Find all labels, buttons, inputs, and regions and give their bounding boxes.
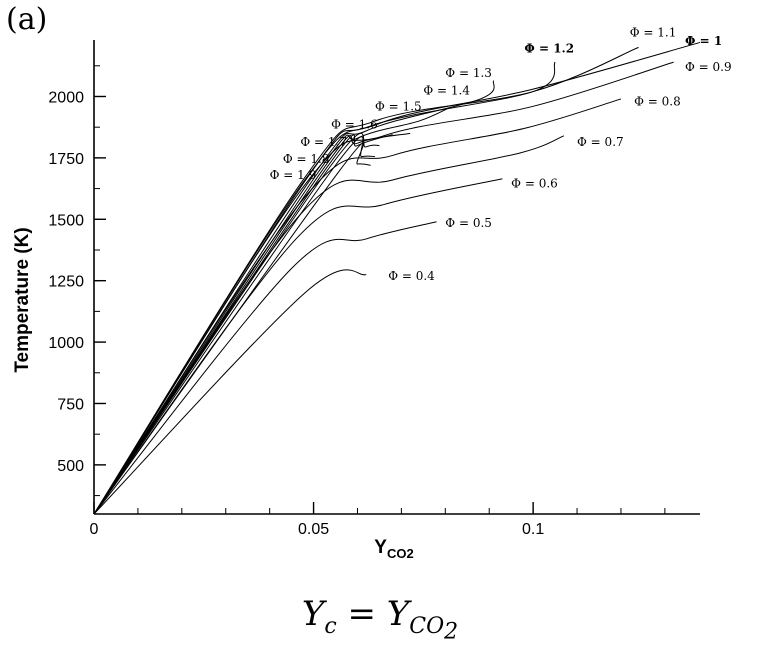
chart-series xyxy=(93,41,701,515)
series-label: Φ = 0.8 xyxy=(634,94,681,108)
caption-rhs-base: Y xyxy=(386,594,410,634)
x-tick-label: 0.05 xyxy=(298,521,329,538)
series-line xyxy=(93,142,371,515)
series-label: Φ = 1.9 xyxy=(270,168,317,182)
y-tick-label: 1000 xyxy=(48,335,84,352)
x-tick-label: 0.1 xyxy=(522,521,544,538)
series-label: Φ = 0.4 xyxy=(388,269,435,283)
caption-lhs-base: Y xyxy=(301,594,325,634)
series-label: Φ = 1.6 xyxy=(331,118,378,132)
x-axis-title: YCO2 xyxy=(374,537,413,561)
series-line xyxy=(93,135,565,515)
series-label: Φ = 1.5 xyxy=(375,99,422,113)
series-label: Φ = 1 xyxy=(685,34,722,48)
y-tick-label: 500 xyxy=(57,458,84,475)
series-label: Φ = 1.1 xyxy=(630,26,677,40)
y-axis-title: Temperature (K) xyxy=(12,227,33,372)
series-line xyxy=(93,136,376,515)
series-line xyxy=(93,269,367,515)
x-axis-title-sub: CO2 xyxy=(387,546,414,561)
series-line xyxy=(93,46,639,515)
series-line xyxy=(93,61,556,515)
chart-series-labels: Φ = 0.4 Φ = 0.5 Φ = 0.6 Φ = 0.7 Φ = 0.8 Φ = 0… xyxy=(270,26,732,283)
x-axis-title-base: Y xyxy=(374,537,387,558)
y-tick-label: 2000 xyxy=(48,89,84,106)
caption-rhs-subsub: 2 xyxy=(444,619,459,645)
series-line xyxy=(93,107,450,515)
series-line xyxy=(93,132,380,515)
series-label: Φ = 1.8 xyxy=(283,152,330,166)
series-line xyxy=(93,221,437,515)
series-line xyxy=(93,80,495,515)
series-label: Φ = 1.4 xyxy=(423,83,470,97)
series-label: Φ = 1.2 xyxy=(524,42,574,56)
caption-equals: = xyxy=(347,594,376,634)
caption-equation: Yc = YCO2 xyxy=(0,594,760,644)
line-chart: 0 0.05 0.1 500 750 1000 1250 1500 1750 2000 Φ = 0… xyxy=(12,26,732,561)
series-label: Φ = 0.9 xyxy=(685,60,732,74)
y-tick-label: 1500 xyxy=(48,212,84,229)
chart-axes: 0 0.05 0.1 500 750 1000 1250 1500 1750 2000 xyxy=(48,40,700,538)
y-tick-label: 1750 xyxy=(48,151,84,168)
series-label: Φ = 0.5 xyxy=(445,216,492,230)
series-label: Φ = 0.7 xyxy=(577,135,624,149)
caption-rhs-sub: CO xyxy=(409,613,445,639)
y-tick-label: 1250 xyxy=(48,274,84,291)
y-tick-label: 750 xyxy=(57,396,84,413)
series-line xyxy=(93,132,411,515)
series-label: Φ = 1.3 xyxy=(445,66,492,80)
series-label: Φ = 0.6 xyxy=(511,177,558,191)
caption-lhs-sub: c xyxy=(324,613,337,639)
panel-label: (a) xyxy=(6,2,48,37)
x-tick-label: 0 xyxy=(90,521,99,538)
series-label: Φ = 1.7 xyxy=(300,135,347,149)
series-line xyxy=(93,178,503,515)
